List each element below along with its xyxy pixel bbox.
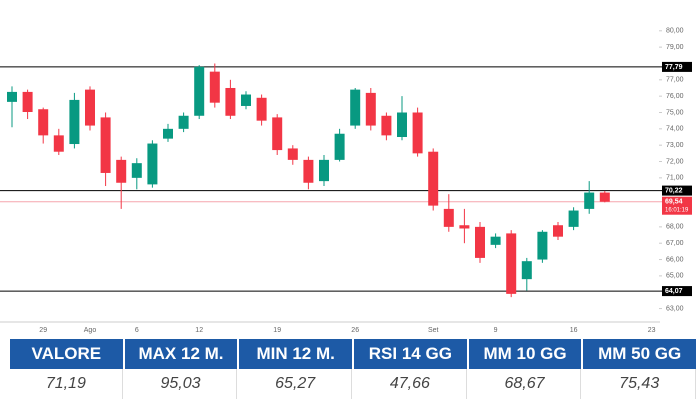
candle-body	[53, 135, 64, 152]
y-tick-label: 77,00	[666, 77, 684, 84]
candle-body	[553, 225, 563, 237]
candle-body	[100, 117, 111, 173]
chart: 80,00 79,00 77,00 76,00 75,00 74,00 73,00 72,00…	[0, 28, 692, 334]
candle-body	[568, 210, 579, 227]
level-box	[662, 185, 692, 196]
candle-body	[116, 159, 127, 183]
candle-body	[241, 94, 251, 106]
y-tick-label: 66,00	[666, 256, 684, 263]
header-cell: MAX 12 M.	[124, 339, 238, 369]
value-cell: 68,67	[469, 369, 582, 399]
table: VALORE MAX 12 M. MIN 12 M. RSI 14 GG MM 10 G…	[10, 339, 697, 399]
x-tick-label: 19	[273, 327, 281, 334]
candle-body	[303, 159, 314, 183]
level-label: 64,07	[665, 288, 683, 295]
level-box	[662, 61, 692, 72]
candle-body	[428, 151, 439, 206]
candle-body	[459, 225, 470, 229]
candle-body	[350, 89, 361, 126]
candle-body	[7, 91, 17, 102]
candle-body	[599, 192, 610, 202]
candle-body	[319, 159, 329, 182]
x-tick-label: 29	[39, 327, 47, 334]
candle-body	[506, 233, 517, 294]
level-label: 69,54	[665, 199, 683, 206]
candle-body	[85, 89, 95, 126]
y-tick-label: 73,00	[666, 142, 684, 149]
value-row: 71,19 95,03 65,27 47,66 68,67 75,43	[10, 369, 697, 399]
x-tick-label: 26	[351, 327, 359, 334]
candle-body	[225, 87, 236, 116]
x-tick-label: 16	[570, 327, 578, 334]
candle-body	[194, 66, 205, 116]
value-cell: 65,27	[239, 369, 353, 399]
candle-body	[209, 71, 220, 103]
value-cell: 95,03	[125, 369, 238, 399]
level-box	[662, 286, 692, 297]
x-tick-label: Ago	[84, 327, 97, 334]
header-cell: RSI 14 GG	[354, 339, 467, 369]
y-tick-label: 71,00	[666, 175, 684, 182]
y-tick-label: 65,00	[666, 273, 684, 280]
x-tick-label: 12	[195, 327, 203, 334]
candle-body	[163, 128, 173, 139]
y-tick-label: 75,00	[666, 109, 684, 116]
candle-body	[521, 261, 532, 280]
header-cell: MM 10 GG	[468, 339, 582, 369]
candle-body	[178, 115, 189, 129]
header-cell: MIN 12 M.	[239, 339, 353, 369]
level-label: 77,79	[665, 64, 683, 71]
header-row: VALORE MAX 12 M. MIN 12 M. RSI 14 GG MM 10 G…	[10, 339, 697, 369]
level-label: 70,22	[665, 187, 683, 194]
x-tick-label: 6	[135, 327, 139, 334]
candle-body	[397, 112, 407, 138]
candle-body	[475, 226, 485, 258]
level-box	[662, 196, 692, 215]
x-tick-label: 9	[494, 327, 498, 334]
level-sublabel: 16:01:19	[665, 207, 689, 213]
candle-body	[365, 92, 376, 126]
candle-body	[131, 163, 142, 178]
candle-body	[443, 208, 454, 227]
y-tick-label: 72,00	[666, 158, 684, 165]
candle-body	[147, 143, 158, 185]
value-cell: 71,19	[10, 369, 123, 399]
candle-body	[584, 192, 595, 209]
candle-body	[537, 231, 548, 260]
candle-body	[69, 99, 80, 145]
y-tick-label: 79,00	[666, 44, 684, 51]
header-cell: VALORE	[10, 339, 123, 369]
x-tick-label: 23	[648, 327, 656, 334]
candle-body	[272, 117, 283, 151]
candle-body	[287, 148, 298, 160]
x-tick-label: Set	[428, 327, 439, 334]
candle-body	[334, 133, 345, 160]
y-tick-label: 68,00	[666, 224, 684, 231]
y-tick-label: 76,00	[666, 93, 684, 100]
header-cell: MM 50 GG	[583, 339, 697, 369]
candle-body	[22, 91, 33, 113]
y-tick-label: 80,00	[666, 28, 684, 35]
y-tick-label: 63,00	[666, 305, 684, 312]
candle-body	[412, 112, 423, 154]
candle-body	[381, 115, 392, 136]
candle-body	[490, 236, 501, 245]
y-tick-label: 74,00	[666, 126, 684, 133]
value-cell: 47,66	[354, 369, 467, 399]
candle-body	[256, 97, 267, 121]
y-tick-label: 67,00	[666, 240, 684, 247]
candle-body	[38, 109, 49, 136]
value-cell: 75,43	[583, 369, 697, 399]
